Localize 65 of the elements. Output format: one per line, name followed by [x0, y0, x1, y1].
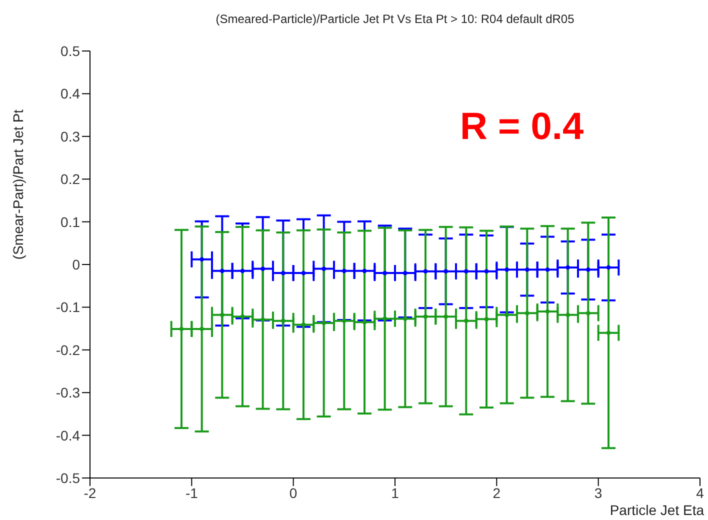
point: [322, 320, 326, 326]
x-tick-label: 0: [289, 484, 298, 501]
point: [362, 320, 367, 324]
point: [301, 270, 306, 276]
point: [423, 314, 428, 319]
point: [260, 266, 266, 271]
x-tick-label: 4: [696, 484, 704, 501]
y-tick-label: 0.2: [60, 171, 80, 188]
y-tick-label: -0.5: [56, 470, 80, 486]
point: [200, 257, 204, 262]
point: [566, 265, 570, 270]
x-tick-label: 2: [492, 484, 501, 501]
point: [484, 316, 489, 322]
point: [220, 268, 224, 274]
point: [220, 312, 224, 318]
point: [484, 269, 489, 274]
point: [322, 266, 326, 271]
point: [504, 267, 510, 272]
point: [179, 326, 184, 332]
point: [524, 267, 530, 272]
point: [280, 270, 286, 276]
point: [444, 314, 448, 319]
point: [586, 310, 590, 316]
y-tick-label: -0.2: [56, 342, 80, 358]
point: [382, 270, 388, 276]
y-tick-label: 0.1: [60, 214, 80, 230]
point: [402, 270, 408, 276]
chart-title: (Smeared-Particle)/Particle Jet Pt Vs Eta Pt > 10: R04 default dR05: [214, 12, 576, 26]
point: [504, 312, 510, 318]
point: [200, 326, 204, 332]
point: [301, 322, 306, 327]
annotation: R = 0.4: [460, 106, 584, 149]
point: [342, 268, 346, 274]
x-tick-label: 1: [391, 484, 400, 501]
y-tick-label: -0.3: [56, 384, 80, 401]
y-tick-label: -0.1: [56, 299, 80, 316]
point: [464, 318, 468, 324]
point: [606, 330, 611, 336]
point: [545, 267, 550, 272]
y-tick-label: 0: [72, 256, 80, 272]
point: [444, 269, 448, 274]
y-axis-title: (Smear-Part)/Part Jet Pt: [10, 109, 26, 260]
point: [402, 316, 408, 321]
point: [586, 267, 590, 272]
y-tick-label: -0.4: [56, 427, 80, 444]
y-tick-label: 0.3: [60, 128, 80, 144]
point: [382, 316, 388, 321]
x-axis-title: Particle Jet Eta: [610, 502, 704, 518]
point: [606, 265, 611, 270]
point: [566, 312, 570, 318]
point: [464, 269, 468, 274]
point: [240, 314, 245, 319]
point: [423, 269, 428, 274]
point: [362, 268, 367, 274]
point: [524, 310, 530, 316]
x-tick-label: 3: [594, 484, 602, 501]
point: [280, 318, 286, 324]
y-tick-label: 0.5: [60, 42, 80, 59]
point: [260, 317, 266, 322]
y-tick-label: 0.4: [60, 86, 80, 102]
x-tick-label: -1: [185, 484, 198, 501]
x-tick-label: -2: [84, 484, 96, 501]
point: [240, 268, 245, 274]
point: [545, 309, 550, 314]
point: [342, 318, 346, 324]
